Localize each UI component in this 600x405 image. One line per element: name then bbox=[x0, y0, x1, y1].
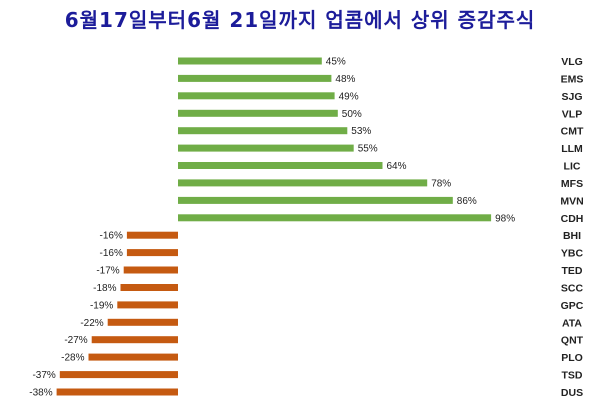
bar-vlg bbox=[178, 57, 322, 65]
bar-qnt bbox=[91, 336, 178, 344]
category-label-plo: PLO bbox=[561, 352, 583, 364]
bar-ybc bbox=[126, 249, 178, 257]
value-label-ted: -17% bbox=[96, 266, 119, 277]
value-label-cmt: 53% bbox=[351, 126, 371, 137]
value-label-dus: -38% bbox=[29, 388, 52, 399]
category-label-ata: ATA bbox=[562, 317, 582, 329]
bar-lic bbox=[178, 162, 383, 169]
value-label-sjg: 49% bbox=[339, 91, 359, 102]
bar-llm bbox=[178, 144, 354, 152]
category-label-lic: LIC bbox=[564, 161, 581, 173]
bar-scc bbox=[120, 284, 178, 291]
category-label-scc: SCC bbox=[561, 283, 584, 295]
category-label-ybc: YBC bbox=[561, 248, 584, 260]
labels-layer: 45% VLG 48% EMS 49% SJG 50% VLP 53% CMT 55% LLM 64% L… bbox=[29, 56, 584, 399]
category-label-vlp: VLP bbox=[562, 108, 582, 120]
category-label-qnt: QNT bbox=[561, 335, 584, 347]
value-label-mfs: 78% bbox=[431, 178, 451, 189]
value-label-vlp: 50% bbox=[342, 109, 362, 120]
category-label-cmt: CMT bbox=[561, 126, 584, 138]
category-label-mfs: MFS bbox=[561, 178, 583, 190]
value-label-qnt: -27% bbox=[64, 335, 87, 346]
value-label-plo: -28% bbox=[61, 353, 84, 364]
bar-bhi bbox=[126, 231, 178, 239]
bar-dus bbox=[56, 388, 178, 396]
bar-tsd bbox=[59, 371, 178, 379]
value-label-cdh: 98% bbox=[495, 213, 515, 224]
value-label-llm: 55% bbox=[358, 144, 378, 155]
value-label-mvn: 86% bbox=[457, 196, 477, 207]
bar-plo bbox=[88, 353, 178, 361]
value-label-tsd: -37% bbox=[32, 370, 55, 381]
bar-cmt bbox=[178, 127, 348, 135]
category-label-sjg: SJG bbox=[561, 91, 582, 103]
bar-cdh bbox=[178, 214, 492, 222]
value-label-scc: -18% bbox=[93, 283, 116, 294]
category-label-mvn: MVN bbox=[560, 195, 583, 207]
bar-ata bbox=[107, 318, 178, 326]
category-label-vlg: VLG bbox=[561, 56, 583, 68]
value-label-lic: 64% bbox=[387, 161, 407, 172]
category-label-ted: TED bbox=[562, 265, 583, 277]
bar-mvn bbox=[178, 196, 453, 204]
category-label-dus: DUS bbox=[561, 387, 583, 399]
value-label-vlg: 45% bbox=[326, 57, 346, 68]
bar-mfs bbox=[178, 179, 428, 187]
category-label-ems: EMS bbox=[561, 73, 584, 85]
category-label-gpc: GPC bbox=[561, 300, 584, 312]
value-label-bhi: -16% bbox=[100, 231, 123, 242]
bar-ems bbox=[178, 74, 332, 82]
bar-ted bbox=[123, 266, 178, 274]
value-label-gpc: -19% bbox=[90, 300, 113, 311]
chart-title: 6월17일부터6월 21일까지 업콤에서 상위 증감주식 bbox=[64, 8, 536, 32]
category-label-tsd: TSD bbox=[562, 370, 583, 382]
value-label-ata: -22% bbox=[80, 318, 103, 329]
category-label-cdh: CDH bbox=[561, 213, 584, 225]
value-label-ybc: -16% bbox=[100, 248, 123, 259]
bar-sjg bbox=[178, 92, 335, 100]
value-label-ems: 48% bbox=[335, 74, 355, 85]
category-label-llm: LLM bbox=[561, 143, 583, 155]
bars-layer bbox=[56, 57, 492, 396]
category-label-bhi: BHI bbox=[563, 230, 581, 242]
bar-gpc bbox=[117, 301, 178, 309]
bar-vlp bbox=[178, 109, 338, 117]
